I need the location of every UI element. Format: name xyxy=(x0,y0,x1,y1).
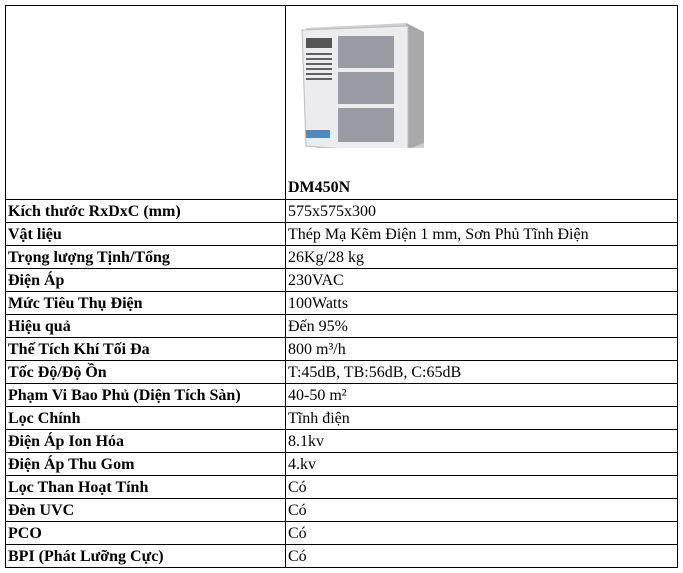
spec-label: Thế Tích Khí Tối Đa xyxy=(5,337,286,361)
spec-label: Hiệu quả xyxy=(5,314,286,338)
spec-value: 40-50 m² xyxy=(285,383,678,407)
spec-label: Trọng lượng Tịnh/Tổng xyxy=(5,245,286,269)
spec-value: Đến 95% xyxy=(285,314,678,338)
spec-label: BPI (Phát Lưỡng Cực) xyxy=(5,544,286,568)
spec-label: Kích thước RxDxC (mm) xyxy=(5,199,286,223)
spec-value: Có xyxy=(285,544,678,568)
spec-label: Mức Tiêu Thụ Điện xyxy=(5,291,286,315)
spec-value: T:45dB, TB:56dB, C:65dB xyxy=(285,360,678,384)
spec-value: 100Watts xyxy=(285,291,678,315)
spec-row: Vật liệu Thép Mạ Kẽm Điện 1 mm, Sơn Phủ T… xyxy=(5,222,678,246)
spec-value: 230VAC xyxy=(285,268,678,292)
header-product-cell: DM450N xyxy=(285,5,678,200)
spec-value: 4.kv xyxy=(285,452,678,476)
spec-label: Điện Áp xyxy=(5,268,286,292)
spec-value: 575x575x300 xyxy=(285,199,678,223)
spec-row: Đèn UVC Có xyxy=(5,498,678,522)
spec-label: Lọc Than Hoạt Tính xyxy=(5,475,286,499)
spec-label: Lọc Chính xyxy=(5,406,286,430)
header-empty-cell xyxy=(5,5,286,200)
spec-label: Đèn UVC xyxy=(5,498,286,522)
spec-value: 26Kg/28 kg xyxy=(285,245,678,269)
spec-row: Thế Tích Khí Tối Đa 800 m³/h xyxy=(5,337,678,361)
spec-row: PCO Có xyxy=(5,521,678,545)
spec-row: Phạm Vi Bao Phủ (Diện Tích Sàn) 40-50 m² xyxy=(5,383,678,407)
spec-row: Tốc Độ/Độ Ồn T:45dB, TB:56dB, C:65dB xyxy=(5,360,678,384)
spec-row: BPI (Phát Lưỡng Cực) Có xyxy=(5,544,678,568)
spec-label: Tốc Độ/Độ Ồn xyxy=(5,360,286,384)
spec-label: Phạm Vi Bao Phủ (Diện Tích Sàn) xyxy=(5,383,286,407)
spec-label: Điện Áp Ion Hóa xyxy=(5,429,286,453)
spec-row: Kích thước RxDxC (mm) 575x575x300 xyxy=(5,199,678,223)
spec-row: Điện Áp Ion Hóa 8.1kv xyxy=(5,429,678,453)
spec-value: 800 m³/h xyxy=(285,337,678,361)
model-name: DM450N xyxy=(288,179,351,196)
spec-value: Thép Mạ Kẽm Điện 1 mm, Sơn Phủ Tĩnh Điện xyxy=(285,222,678,246)
spec-value: Tĩnh điện xyxy=(285,406,678,430)
spec-row: Điện Áp Thu Gom 4.kv xyxy=(5,452,678,476)
spec-row: Mức Tiêu Thụ Điện 100Watts xyxy=(5,291,678,315)
spec-row: Hiệu quả Đến 95% xyxy=(5,314,678,338)
spec-label: PCO xyxy=(5,521,286,545)
spec-value: Có xyxy=(285,498,678,522)
product-image xyxy=(301,23,424,148)
spec-row: Điện Áp 230VAC xyxy=(5,268,678,292)
spec-value: Có xyxy=(285,475,678,499)
spec-row: Lọc Chính Tĩnh điện xyxy=(5,406,678,430)
spec-value: Có xyxy=(285,521,678,545)
spec-table: DM450N Kích thước RxDxC (mm) 575x575x300 V… xyxy=(5,5,678,568)
spec-label: Vật liệu xyxy=(5,222,286,246)
spec-label: Điện Áp Thu Gom xyxy=(5,452,286,476)
spec-row: Lọc Than Hoạt Tính Có xyxy=(5,475,678,499)
spec-row: Trọng lượng Tịnh/Tổng 26Kg/28 kg xyxy=(5,245,678,269)
spec-value: 8.1kv xyxy=(285,429,678,453)
header-row: DM450N xyxy=(5,5,678,200)
